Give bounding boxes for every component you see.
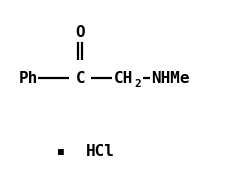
Text: O: O [75, 25, 85, 40]
Text: C: C [75, 71, 85, 86]
Text: NHMe: NHMe [151, 71, 190, 86]
Text: HCl: HCl [86, 144, 115, 159]
Text: ■: ■ [58, 147, 64, 157]
Text: 2: 2 [134, 79, 141, 89]
Text: Ph: Ph [19, 71, 38, 86]
Text: CH: CH [114, 71, 133, 86]
